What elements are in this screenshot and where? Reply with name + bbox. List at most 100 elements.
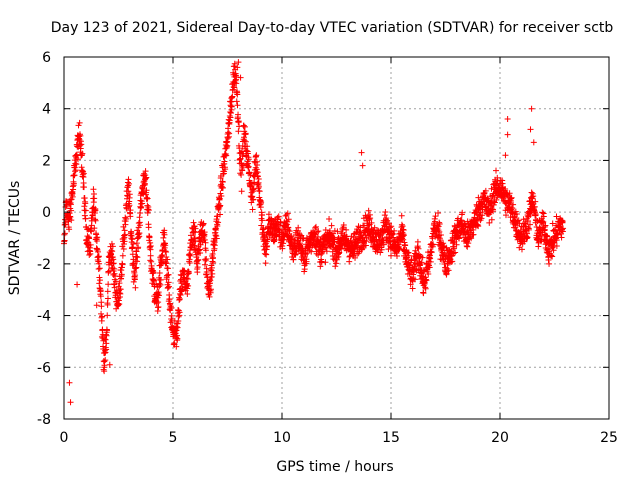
data-point [136, 214, 143, 221]
data-point [210, 259, 217, 266]
data-point [449, 258, 456, 265]
data-point [275, 213, 282, 220]
data-point [388, 223, 395, 230]
data-point [255, 175, 262, 182]
data-point [190, 219, 197, 226]
data-point [548, 252, 555, 259]
data-point [323, 244, 330, 251]
data-point [323, 248, 330, 255]
data-point [326, 215, 333, 222]
data-point [135, 244, 142, 251]
data-point [77, 132, 84, 139]
data-point [206, 293, 213, 300]
data-point [400, 227, 407, 233]
data-point [167, 319, 174, 326]
data-point [475, 223, 482, 230]
data-point [110, 256, 117, 263]
data-point [301, 266, 308, 273]
data-point [234, 91, 241, 98]
data-point [129, 236, 136, 243]
data-point [233, 80, 240, 87]
data-point [143, 174, 150, 181]
data-point [312, 223, 319, 230]
data-point [145, 207, 152, 214]
x-tick-label: 5 [169, 430, 178, 446]
data-point [63, 202, 70, 209]
data-point [92, 217, 99, 224]
x-tick-label: 0 [60, 430, 69, 446]
data-point [119, 261, 126, 268]
data-point [185, 282, 192, 289]
data-point [359, 246, 366, 253]
data-point [143, 187, 150, 194]
data-point [197, 250, 204, 257]
data-point [176, 297, 183, 304]
data-point [405, 252, 412, 259]
data-point [263, 251, 270, 258]
data-point [372, 230, 379, 237]
data-point [159, 257, 166, 264]
grid [64, 57, 609, 419]
data-point [226, 130, 233, 137]
data-point [235, 128, 242, 135]
data-point [553, 243, 560, 250]
data-point [386, 220, 393, 227]
data-point [156, 280, 163, 287]
data-point [458, 217, 465, 224]
data-point [132, 265, 139, 272]
data-point [218, 193, 225, 200]
y-tick-label: 4 [42, 102, 51, 118]
data-point [98, 310, 105, 317]
data-point [491, 199, 498, 206]
data-point [553, 237, 560, 244]
data-point [422, 285, 429, 292]
data-point [103, 340, 110, 347]
data-point [163, 260, 170, 267]
data-point [61, 237, 68, 244]
data-point [265, 211, 272, 218]
data-point [334, 228, 341, 235]
data-point [176, 295, 183, 302]
data-point [97, 287, 104, 294]
data-point [359, 162, 366, 169]
data-point [202, 247, 209, 254]
data-point [546, 260, 553, 267]
data-point [378, 246, 385, 253]
data-point [431, 218, 438, 225]
data-point [157, 276, 164, 283]
data-point [103, 346, 110, 353]
data-point [160, 234, 167, 241]
y-tick-label: -6 [37, 360, 51, 376]
data-point [435, 209, 442, 216]
data-point [231, 60, 238, 67]
data-point [125, 203, 132, 210]
data-point [213, 233, 220, 240]
data-point [391, 227, 398, 234]
chart-title: Day 123 of 2021, Sidereal Day-to-day VTE… [51, 20, 614, 36]
data-point [259, 225, 266, 232]
data-point [234, 102, 241, 109]
data-point [120, 235, 127, 242]
data-point [132, 284, 139, 291]
data-point [259, 211, 266, 218]
data-point [207, 286, 214, 293]
data-point [306, 247, 313, 254]
data-point [367, 215, 374, 222]
data-point [194, 264, 201, 271]
data-point [87, 250, 94, 257]
data-point [540, 218, 547, 225]
data-point [381, 212, 388, 219]
data-point [77, 142, 84, 149]
data-point [244, 150, 251, 157]
x-tick-label: 15 [382, 430, 400, 446]
data-point [380, 241, 387, 248]
data-point [104, 288, 111, 295]
data-point [224, 142, 231, 149]
data-point [238, 171, 245, 178]
data-point [453, 241, 460, 248]
data-point [493, 167, 500, 174]
data-point [262, 260, 269, 267]
data-point [102, 336, 109, 343]
data-point [157, 262, 164, 269]
data-point [314, 233, 321, 240]
